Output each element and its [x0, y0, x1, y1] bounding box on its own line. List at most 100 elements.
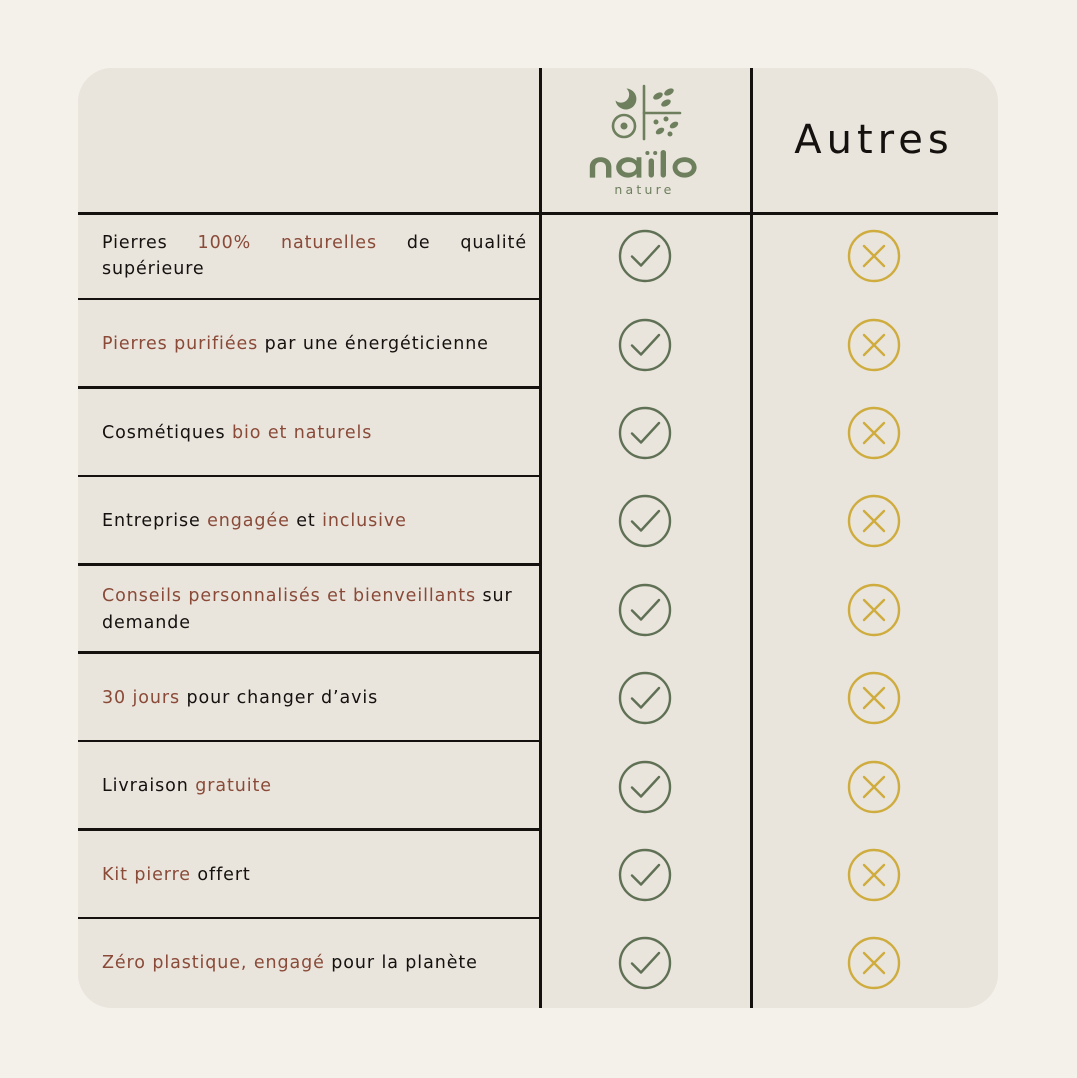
feature-text-highlight: bio et naturels — [232, 422, 373, 443]
feature-cell: Kit pierre offert — [102, 831, 527, 919]
row-divider — [78, 386, 539, 389]
table-row-livraison-gratuite: Livraison gratuite — [78, 742, 998, 831]
check-circle-icon — [618, 406, 671, 460]
cross-circle-icon — [847, 229, 901, 283]
comparison-card: nature Autres Pierres 100% naturelles de… — [78, 68, 998, 1008]
feature-text-highlight: 100% naturelles — [197, 232, 377, 253]
check-circle-icon — [618, 671, 671, 725]
cross-circle-icon — [847, 848, 901, 902]
feature-text-highlight: Zéro plastique, engagé — [102, 953, 325, 974]
feature-text-plain: de qualité supérieure — [102, 232, 527, 280]
autres-mark-livraison-gratuite — [750, 742, 998, 830]
cross-circle-icon — [847, 760, 901, 813]
cross-circle-icon — [847, 671, 901, 725]
table-row-30-jours: 30 jours pour changer d’avis — [78, 654, 998, 743]
check-circle-icon — [618, 848, 671, 902]
feature-text-plain: Pierres — [102, 232, 198, 253]
autres-mark-cosmetiques-bio — [750, 389, 998, 477]
cross-circle-icon — [847, 583, 901, 636]
autres-mark-30-jours — [750, 654, 998, 742]
feature-text-highlight: 30 jours — [102, 687, 181, 708]
feature-text-highlight: engagée — [207, 511, 290, 532]
naila-mark-pierres-purifiees — [539, 300, 750, 388]
feature-text-highlight: Pierres purifiées — [102, 334, 259, 355]
table-row-zero-plastique: Zéro plastique, engagé pour la planète — [78, 919, 998, 1007]
feature-cell: Livraison gratuite — [102, 742, 527, 830]
feature-cell: 30 jours pour changer d’avis — [102, 654, 527, 742]
table-row-conseils-personnalises: Conseils personnalisés et bienveillants … — [78, 566, 998, 654]
table-row-pierres-purifiees: Pierres purifiées par une énergéticienne — [78, 300, 998, 389]
check-circle-icon — [618, 583, 671, 636]
feature-text-highlight: gratuite — [195, 776, 272, 797]
autres-mark-zero-plastique — [750, 919, 998, 1007]
table-row-pierres-naturelles: Pierres 100% naturelles de qualité supér… — [78, 212, 998, 301]
cross-circle-icon — [847, 406, 901, 460]
cross-circle-icon — [847, 495, 901, 548]
naila-mark-conseils-personnalises — [539, 566, 750, 654]
table-rows: Pierres 100% naturelles de qualité supér… — [78, 212, 998, 1008]
header-underline — [78, 212, 998, 215]
competitor-label: Autres — [794, 117, 954, 163]
column-divider-naila-autres — [750, 68, 753, 1008]
autres-mark-pierres-purifiees — [750, 300, 998, 388]
row-divider — [78, 739, 539, 743]
feature-text-conseils-personnalises: Conseils personnalisés et bienveillants … — [102, 583, 527, 636]
feature-text-cosmetiques-bio: Cosmétiques bio et naturels — [102, 420, 527, 447]
feature-text-plain: Entreprise — [102, 511, 208, 532]
check-circle-icon — [618, 495, 671, 548]
cross-circle-icon — [847, 318, 901, 371]
brand-column-header: nature — [539, 68, 750, 212]
feature-text-pierres-naturelles: Pierres 100% naturelles de qualité supér… — [102, 230, 527, 283]
feature-text-plain: pour changer d’avis — [180, 687, 379, 708]
brand-wordmark-naila — [589, 149, 697, 178]
feature-cell: Entreprise engagée et inclusive — [102, 477, 527, 565]
brand-tagline: nature — [614, 181, 675, 197]
feature-text-30-jours: 30 jours pour changer d’avis — [102, 685, 527, 712]
check-circle-icon — [618, 318, 671, 371]
table-row-kit-pierre-offert: Kit pierre offert — [78, 831, 998, 920]
feature-cell: Pierres purifiées par une énergéticienne — [102, 300, 527, 388]
feature-text-highlight: Conseils personnalisés et bienveillants — [102, 586, 477, 607]
naila-mark-pierres-naturelles — [539, 212, 750, 300]
naila-mark-kit-pierre-offert — [539, 831, 750, 919]
row-divider — [78, 828, 539, 831]
feature-text-plain: pour la planète — [324, 953, 478, 974]
naila-mark-30-jours — [539, 654, 750, 742]
row-divider — [78, 916, 539, 920]
feature-text-highlight: Kit pierre — [102, 864, 191, 885]
feature-text-plain: Cosmétiques — [102, 422, 233, 443]
feature-text-zero-plastique: Zéro plastique, engagé pour la planète — [102, 950, 527, 977]
check-circle-icon — [618, 229, 671, 283]
naila-mark-cosmetiques-bio — [539, 389, 750, 477]
table-row-entreprise-engagee: Entreprise engagée et inclusive — [78, 477, 998, 566]
naila-mark-entreprise-engagee — [539, 477, 750, 565]
row-divider — [78, 651, 539, 654]
feature-text-entreprise-engagee: Entreprise engagée et inclusive — [102, 508, 527, 535]
table-row-cosmetiques-bio: Cosmétiques bio et naturels — [78, 389, 998, 478]
column-divider-features-naila — [539, 68, 542, 1008]
autres-mark-entreprise-engagee — [750, 477, 998, 565]
feature-text-plain: et — [289, 511, 323, 532]
feature-text-plain: offert — [190, 864, 251, 885]
feature-cell: Pierres 100% naturelles de qualité supér… — [102, 212, 527, 300]
feature-text-livraison-gratuite: Livraison gratuite — [102, 773, 527, 800]
table-header-row: nature Autres — [78, 68, 998, 212]
autres-mark-pierres-naturelles — [750, 212, 998, 300]
autres-mark-kit-pierre-offert — [750, 831, 998, 919]
row-divider — [78, 297, 539, 301]
feature-text-plain: Livraison — [102, 776, 196, 797]
feature-text-highlight: inclusive — [322, 511, 407, 532]
competitor-column-header: Autres — [750, 68, 998, 212]
feature-cell: Conseils personnalisés et bienveillants … — [102, 566, 527, 654]
feature-text-kit-pierre-offert: Kit pierre offert — [102, 862, 527, 889]
row-divider — [78, 474, 539, 478]
feature-text-plain: par une énergéticienne — [258, 334, 489, 355]
check-circle-icon — [618, 760, 671, 813]
moon-tree-leaves-emblem-icon — [611, 84, 681, 141]
feature-text-plain: sur demande — [102, 586, 513, 633]
feature-cell: Cosmétiques bio et naturels — [102, 389, 527, 477]
cross-circle-icon — [847, 937, 901, 990]
naila-mark-zero-plastique — [539, 919, 750, 1007]
feature-text-pierres-purifiees: Pierres purifiées par une énergéticienne — [102, 331, 527, 358]
